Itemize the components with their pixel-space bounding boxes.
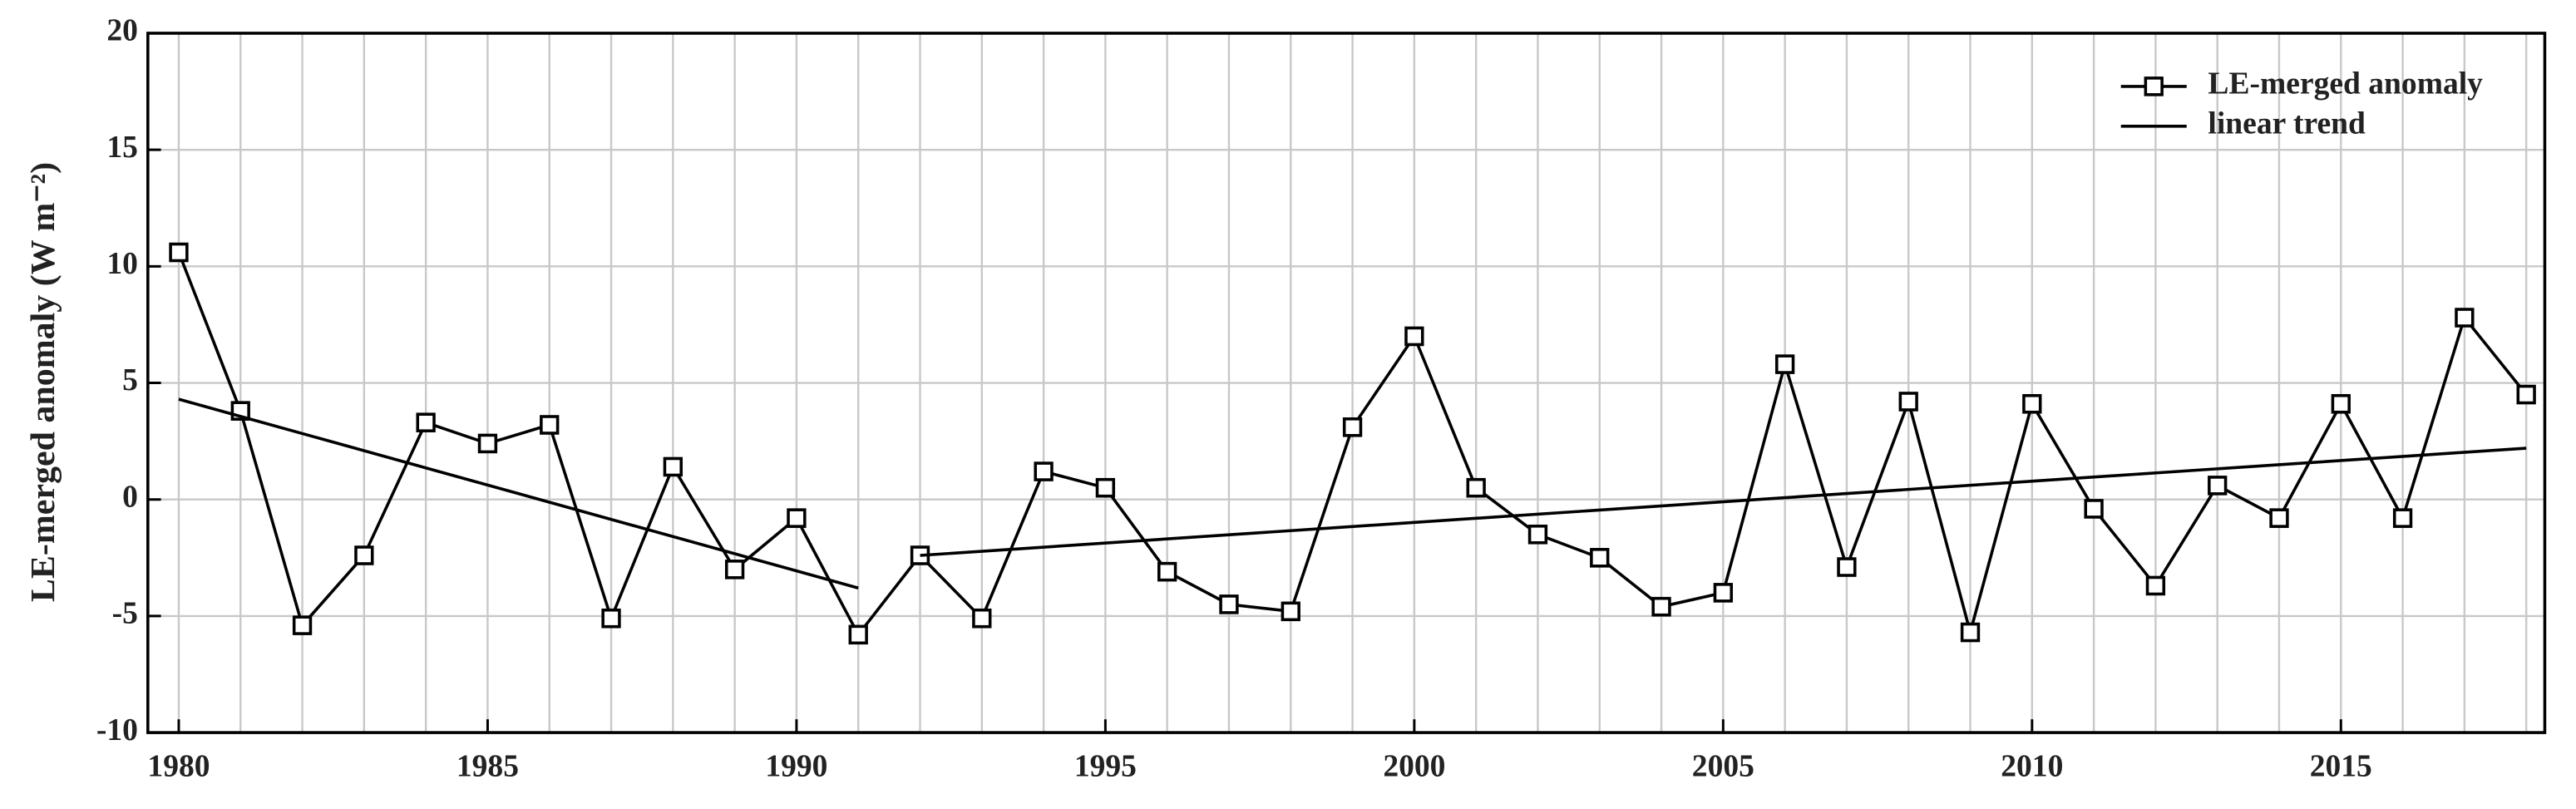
y-tick-label: 5 [122, 363, 138, 397]
data-point [2208, 476, 2228, 496]
data-point [1095, 477, 1116, 498]
y-tick-label: 0 [122, 479, 138, 514]
data-point [2392, 508, 2413, 528]
data-point [292, 615, 313, 635]
data-point [1281, 601, 1300, 622]
data-point [2331, 393, 2351, 414]
data-point [2269, 508, 2289, 528]
data-point [663, 456, 683, 477]
x-tick-label: 2010 [2001, 749, 2063, 784]
data-point [2516, 384, 2536, 405]
x-tick-label: 1980 [147, 749, 210, 784]
x-tick-label: 2005 [1692, 749, 1754, 784]
data-point [601, 608, 621, 629]
data-point [354, 545, 374, 565]
data-point [1219, 594, 1239, 614]
data-point [1774, 354, 1795, 374]
data-point [1651, 596, 1671, 617]
data-point [787, 508, 807, 528]
y-tick-label: -5 [112, 595, 138, 630]
data-point [1466, 477, 1486, 498]
series-line [178, 397, 2527, 589]
x-tick-label: 2000 [1383, 749, 1445, 784]
data-point [724, 560, 745, 580]
data-point [1960, 622, 1981, 643]
y-tick-label: 15 [106, 130, 138, 165]
data-point [1034, 461, 1054, 481]
x-tick-label: 1990 [765, 749, 827, 784]
data-point [477, 433, 498, 454]
data-point [972, 608, 992, 629]
data-point [2022, 393, 2042, 414]
data-point [416, 412, 436, 432]
data-point [1527, 524, 1548, 545]
data-point [2455, 308, 2475, 328]
data-point [2145, 575, 2166, 596]
data-point [2084, 499, 2104, 519]
data-point [1342, 417, 1363, 437]
y-tick-label: 20 [106, 12, 138, 47]
x-tick-label: 1985 [456, 749, 519, 784]
data-point [1157, 561, 1177, 582]
data-point [1713, 583, 1733, 603]
data-point [1837, 557, 1857, 577]
y-axis-label: LE-merged anomaly (W m⁻²) [24, 162, 62, 602]
legend-label: LE-merged anomaly [2208, 66, 2483, 101]
data-point [1590, 548, 1610, 568]
y-tick-label: 10 [106, 246, 138, 281]
data-point [540, 415, 560, 435]
data-point [848, 624, 868, 645]
data-point [169, 242, 189, 263]
legend-label: linear trend [2208, 106, 2365, 141]
y-tick-label: -10 [96, 713, 138, 747]
x-tick-label: 2015 [2310, 749, 2372, 784]
data-point [1404, 326, 1424, 347]
legend-marker [2144, 76, 2164, 96]
x-tick-label: 1995 [1074, 749, 1137, 784]
data-point [1898, 392, 1918, 412]
plot-frame [146, 32, 2547, 734]
